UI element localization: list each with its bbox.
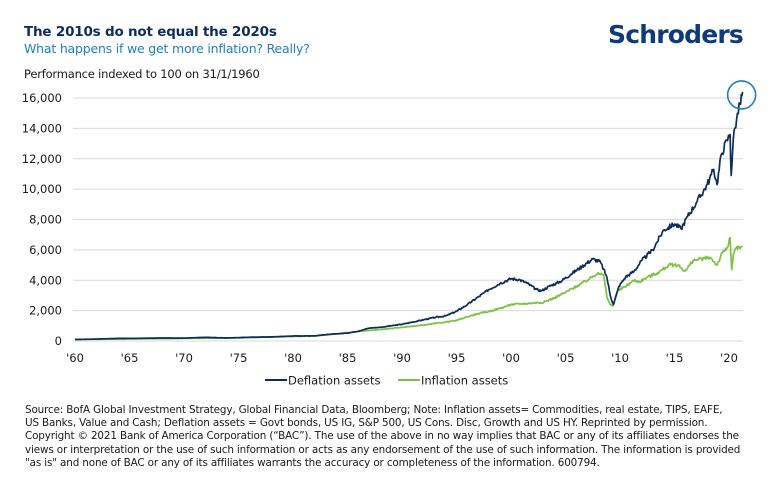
annotations (726, 80, 757, 110)
y-tick-label: 16,000 (22, 91, 62, 105)
chart-title: The 2010s do not equal the 2020s (24, 24, 277, 40)
y-axis-unit-label: Performance indexed to 100 on 31/1/1960 (24, 67, 260, 81)
x-tick-label: '05 (557, 351, 575, 365)
gridlines (73, 97, 743, 342)
y-tick-label: 10,000 (22, 182, 62, 196)
x-tick-label: '65 (121, 351, 139, 365)
highlight-circle (726, 80, 757, 110)
schroders-logo: Schroders (608, 20, 744, 49)
x-tick-label: '20 (720, 351, 738, 365)
y-tick-label: 2,000 (29, 304, 62, 318)
footnote-line: Copyright © 2021 Bank of America Corpora… (25, 430, 739, 443)
y-tick-label: 14,000 (22, 121, 62, 135)
x-tick-label: '15 (666, 351, 684, 365)
legend-item-inflation-assets: Inflation assets (398, 374, 508, 388)
legend-label: Deflation assets (288, 374, 381, 388)
x-tick-label: '85 (339, 351, 357, 365)
y-tick-label: 8,000 (29, 213, 62, 227)
chart-subtitle: What happens if we get more inflation? R… (24, 41, 310, 56)
legend: Deflation assets Inflation assets (265, 374, 508, 388)
footnote-line: US Banks, Value and Cash; Deflation asse… (25, 417, 708, 430)
series-lines (74, 91, 744, 341)
x-tick-label: '60 (66, 351, 84, 365)
footnote-line: views or interpretation or the use of su… (25, 443, 741, 456)
line-chart: 0 2,000 4,000 6,000 8,000 10,000 12,000 14,000 1… (22, 80, 757, 388)
x-tick-label: '80 (284, 351, 302, 365)
source-footnote: Source: BofA Global Investment Strategy,… (25, 404, 760, 470)
x-axis-ticks: '60 '65 '70 '75 '80 '85 '90 '95 '00 '05 '10 '15 '20 (66, 351, 738, 365)
footnote-line: "as is" and none of BAC or any of its af… (25, 456, 600, 469)
series-line-inflation-assets (74, 236, 743, 341)
y-tick-label: 6,000 (29, 243, 62, 257)
x-tick-label: '75 (230, 351, 248, 365)
footnote-line: Source: BofA Global Investment Strategy,… (25, 404, 723, 416)
x-tick-label: '10 (611, 351, 629, 365)
x-tick-label: '00 (502, 351, 520, 365)
legend-label: Inflation assets (421, 374, 508, 388)
y-axis-ticks: 0 2,000 4,000 6,000 8,000 10,000 12,000 14,000 1… (22, 91, 62, 348)
x-tick-label: '70 (175, 351, 193, 365)
y-tick-label: 12,000 (22, 152, 62, 166)
legend-item-deflation-assets: Deflation assets (265, 374, 381, 388)
y-tick-label: 4,000 (29, 273, 62, 287)
y-tick-label: 0 (55, 334, 62, 348)
x-tick-label: '95 (448, 351, 466, 365)
x-tick-label: '90 (393, 351, 411, 365)
series-line-deflation-assets (74, 91, 744, 341)
